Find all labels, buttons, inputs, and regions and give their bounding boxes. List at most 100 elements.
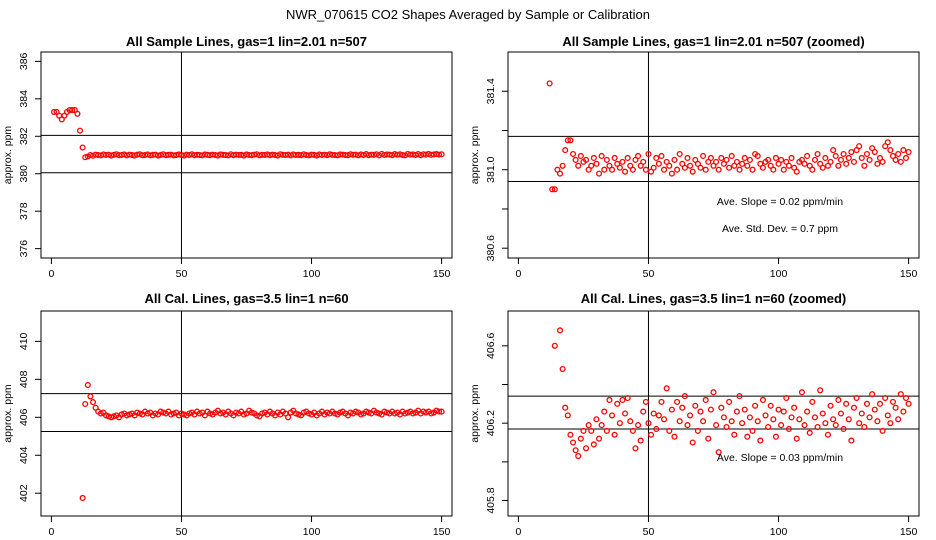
data-point [892,404,899,411]
data-point [653,425,660,433]
data-point [658,152,665,160]
data-point [588,427,595,434]
data-point [715,449,722,456]
data-point [556,170,564,177]
data-point [806,429,813,436]
data-point [658,398,665,405]
data-point [775,406,782,413]
data-point [887,420,894,427]
data-point [736,393,743,400]
data-point [801,160,808,167]
data-point [848,149,855,156]
data-point [551,342,558,349]
data-point [595,170,603,177]
data-point [710,389,717,396]
data-point [435,408,443,415]
data-point [835,396,842,404]
data-point [577,152,584,160]
y-tick-label: 380.6 [485,235,497,261]
data-point [783,394,790,402]
data-point [603,156,610,163]
data-point [674,166,681,173]
data-point [687,162,694,169]
data-point [614,400,621,407]
data-point [858,154,865,161]
data-point [674,398,681,405]
data-point [666,427,673,434]
data-point [731,431,738,438]
data-point [874,418,881,425]
data-point [84,381,91,389]
data-point [809,398,816,405]
data-point [438,151,445,158]
data-point [874,160,881,167]
data-point [619,396,626,404]
data-point [723,423,730,431]
data-point [679,404,686,411]
data-point [668,170,675,177]
data-point [767,402,774,409]
data-point [778,422,785,429]
data-point [575,452,582,460]
data-point [609,412,616,419]
y-tick-label: 405.8 [485,487,497,513]
x-tick-label: 150 [433,268,451,280]
x-tick-label: 100 [770,526,788,538]
data-point [819,164,826,171]
data-point [671,156,678,163]
data-point [713,422,720,429]
y-tick-label: 410 [18,332,30,350]
data-point [897,391,904,398]
data-point [824,431,832,438]
data-point [549,186,556,193]
data-point [772,433,779,440]
data-point [593,416,600,423]
data-point [76,127,84,134]
data-point [814,423,821,431]
data-point [595,435,603,442]
data-point [869,391,876,398]
data-point [609,166,616,173]
panel-p4: All Cal. Lines, gas=3.5 lin=1 n=60 (zoom… [469,291,920,538]
data-point [749,166,756,173]
data-point [567,137,574,144]
data-point [770,166,777,173]
data-point [845,154,852,161]
x-tick-label: 150 [433,526,451,538]
data-point [819,410,826,417]
data-point [663,385,670,392]
data-point [832,422,839,429]
data-point [655,160,662,167]
data-point [562,404,569,411]
data-point [863,400,871,407]
data-point [895,416,902,423]
data-point [601,408,608,415]
plot-frame [507,51,920,259]
y-axis-label: approx. ppm [2,126,14,185]
data-point [887,147,894,154]
data-point [593,160,600,167]
data-point [856,143,863,150]
data-point [681,164,688,171]
data-point [546,80,553,87]
y-tick-label: 381.4 [485,78,497,104]
data-point [879,158,886,165]
data-point [856,420,863,427]
data-point [778,156,785,163]
data-point [689,439,696,446]
data-point [741,406,748,413]
panel-title: All Sample Lines, gas=1 lin=2.01 n=507 [126,34,367,49]
y-tick-label: 381.0 [485,156,497,182]
stat-annotation: Ave. Std. Dev. = 0.7 ppm [722,223,838,235]
data-point [585,422,592,429]
data-point [684,154,691,161]
data-point [700,418,707,425]
data-point [50,108,58,115]
data-point [759,396,766,404]
data-point [635,152,642,160]
data-point [642,166,649,173]
data-point [69,107,76,114]
data-point [650,410,657,417]
stat-annotation: Ave. Slope = 0.02 ppm/min [717,196,843,208]
data-point [892,156,899,163]
